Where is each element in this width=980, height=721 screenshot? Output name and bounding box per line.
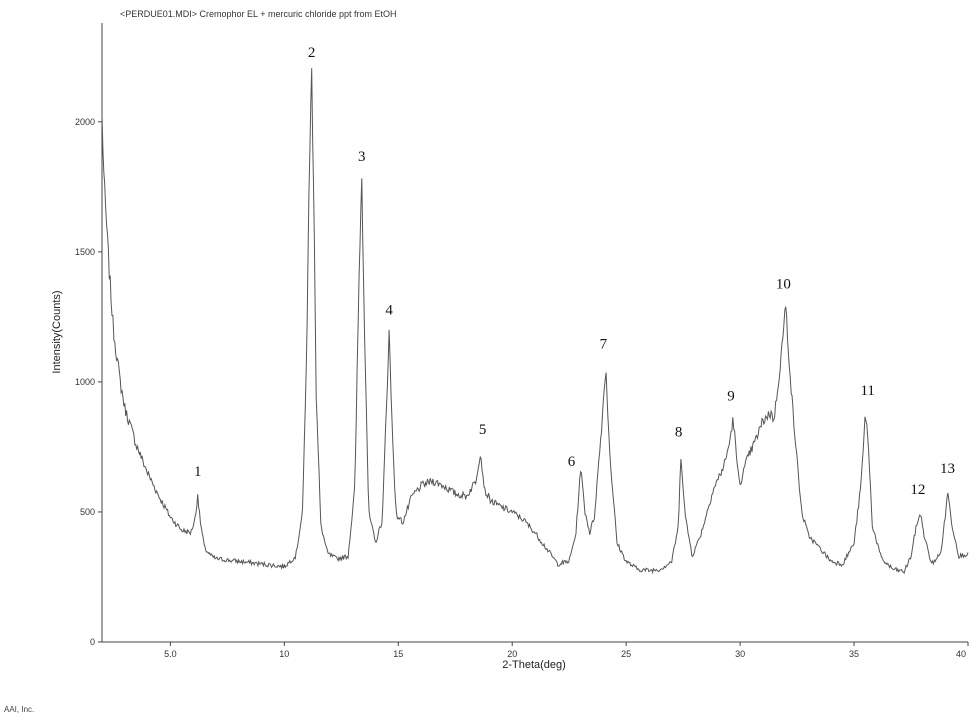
peak-label-3: 3: [358, 149, 366, 165]
y-tick-label: 1000: [75, 377, 95, 387]
y-tick-label: 0: [90, 637, 95, 647]
y-ticks: 0 500 1000 1500 2000: [75, 117, 102, 647]
peak-label-4: 4: [385, 303, 393, 319]
y-axis-label: Intensity(Counts): [51, 290, 63, 373]
peak-label-5: 5: [479, 422, 487, 438]
y-tick-label: 500: [80, 507, 95, 517]
x-tick-label: 5.0: [164, 649, 177, 659]
x-tick-label: 15: [393, 649, 403, 659]
peak-label-1: 1: [194, 464, 202, 480]
peak-label-11: 11: [860, 383, 874, 399]
y-tick-label: 2000: [75, 117, 95, 127]
x-tick-label: 30: [735, 649, 745, 659]
x-axis-label: 2-Theta(deg): [502, 659, 566, 671]
peak-label-12: 12: [910, 482, 925, 498]
chart-title: <PERDUE01.MDI> Cremophor EL + mercuric c…: [120, 9, 397, 19]
x-tick-label: 10: [279, 649, 289, 659]
peak-label-10: 10: [776, 276, 791, 292]
x-tick-label: 25: [621, 649, 631, 659]
peak-label-9: 9: [727, 388, 735, 404]
footer-company: AAI, Inc.: [4, 705, 34, 714]
peak-label-6: 6: [568, 454, 576, 470]
x-tick-label: 35: [849, 649, 859, 659]
y-tick-label: 1500: [75, 247, 95, 257]
peak-label-7: 7: [600, 336, 608, 352]
x-tick-label: 40: [956, 649, 966, 659]
x-tick-label: 20: [507, 649, 517, 659]
peak-label-13: 13: [940, 461, 955, 477]
diffraction-pattern-line: [101, 68, 969, 575]
x-ticks: 5.0 10 15 20 25 30 35 40: [164, 642, 969, 659]
peak-label-2: 2: [308, 45, 316, 61]
peak-label-8: 8: [675, 425, 683, 441]
